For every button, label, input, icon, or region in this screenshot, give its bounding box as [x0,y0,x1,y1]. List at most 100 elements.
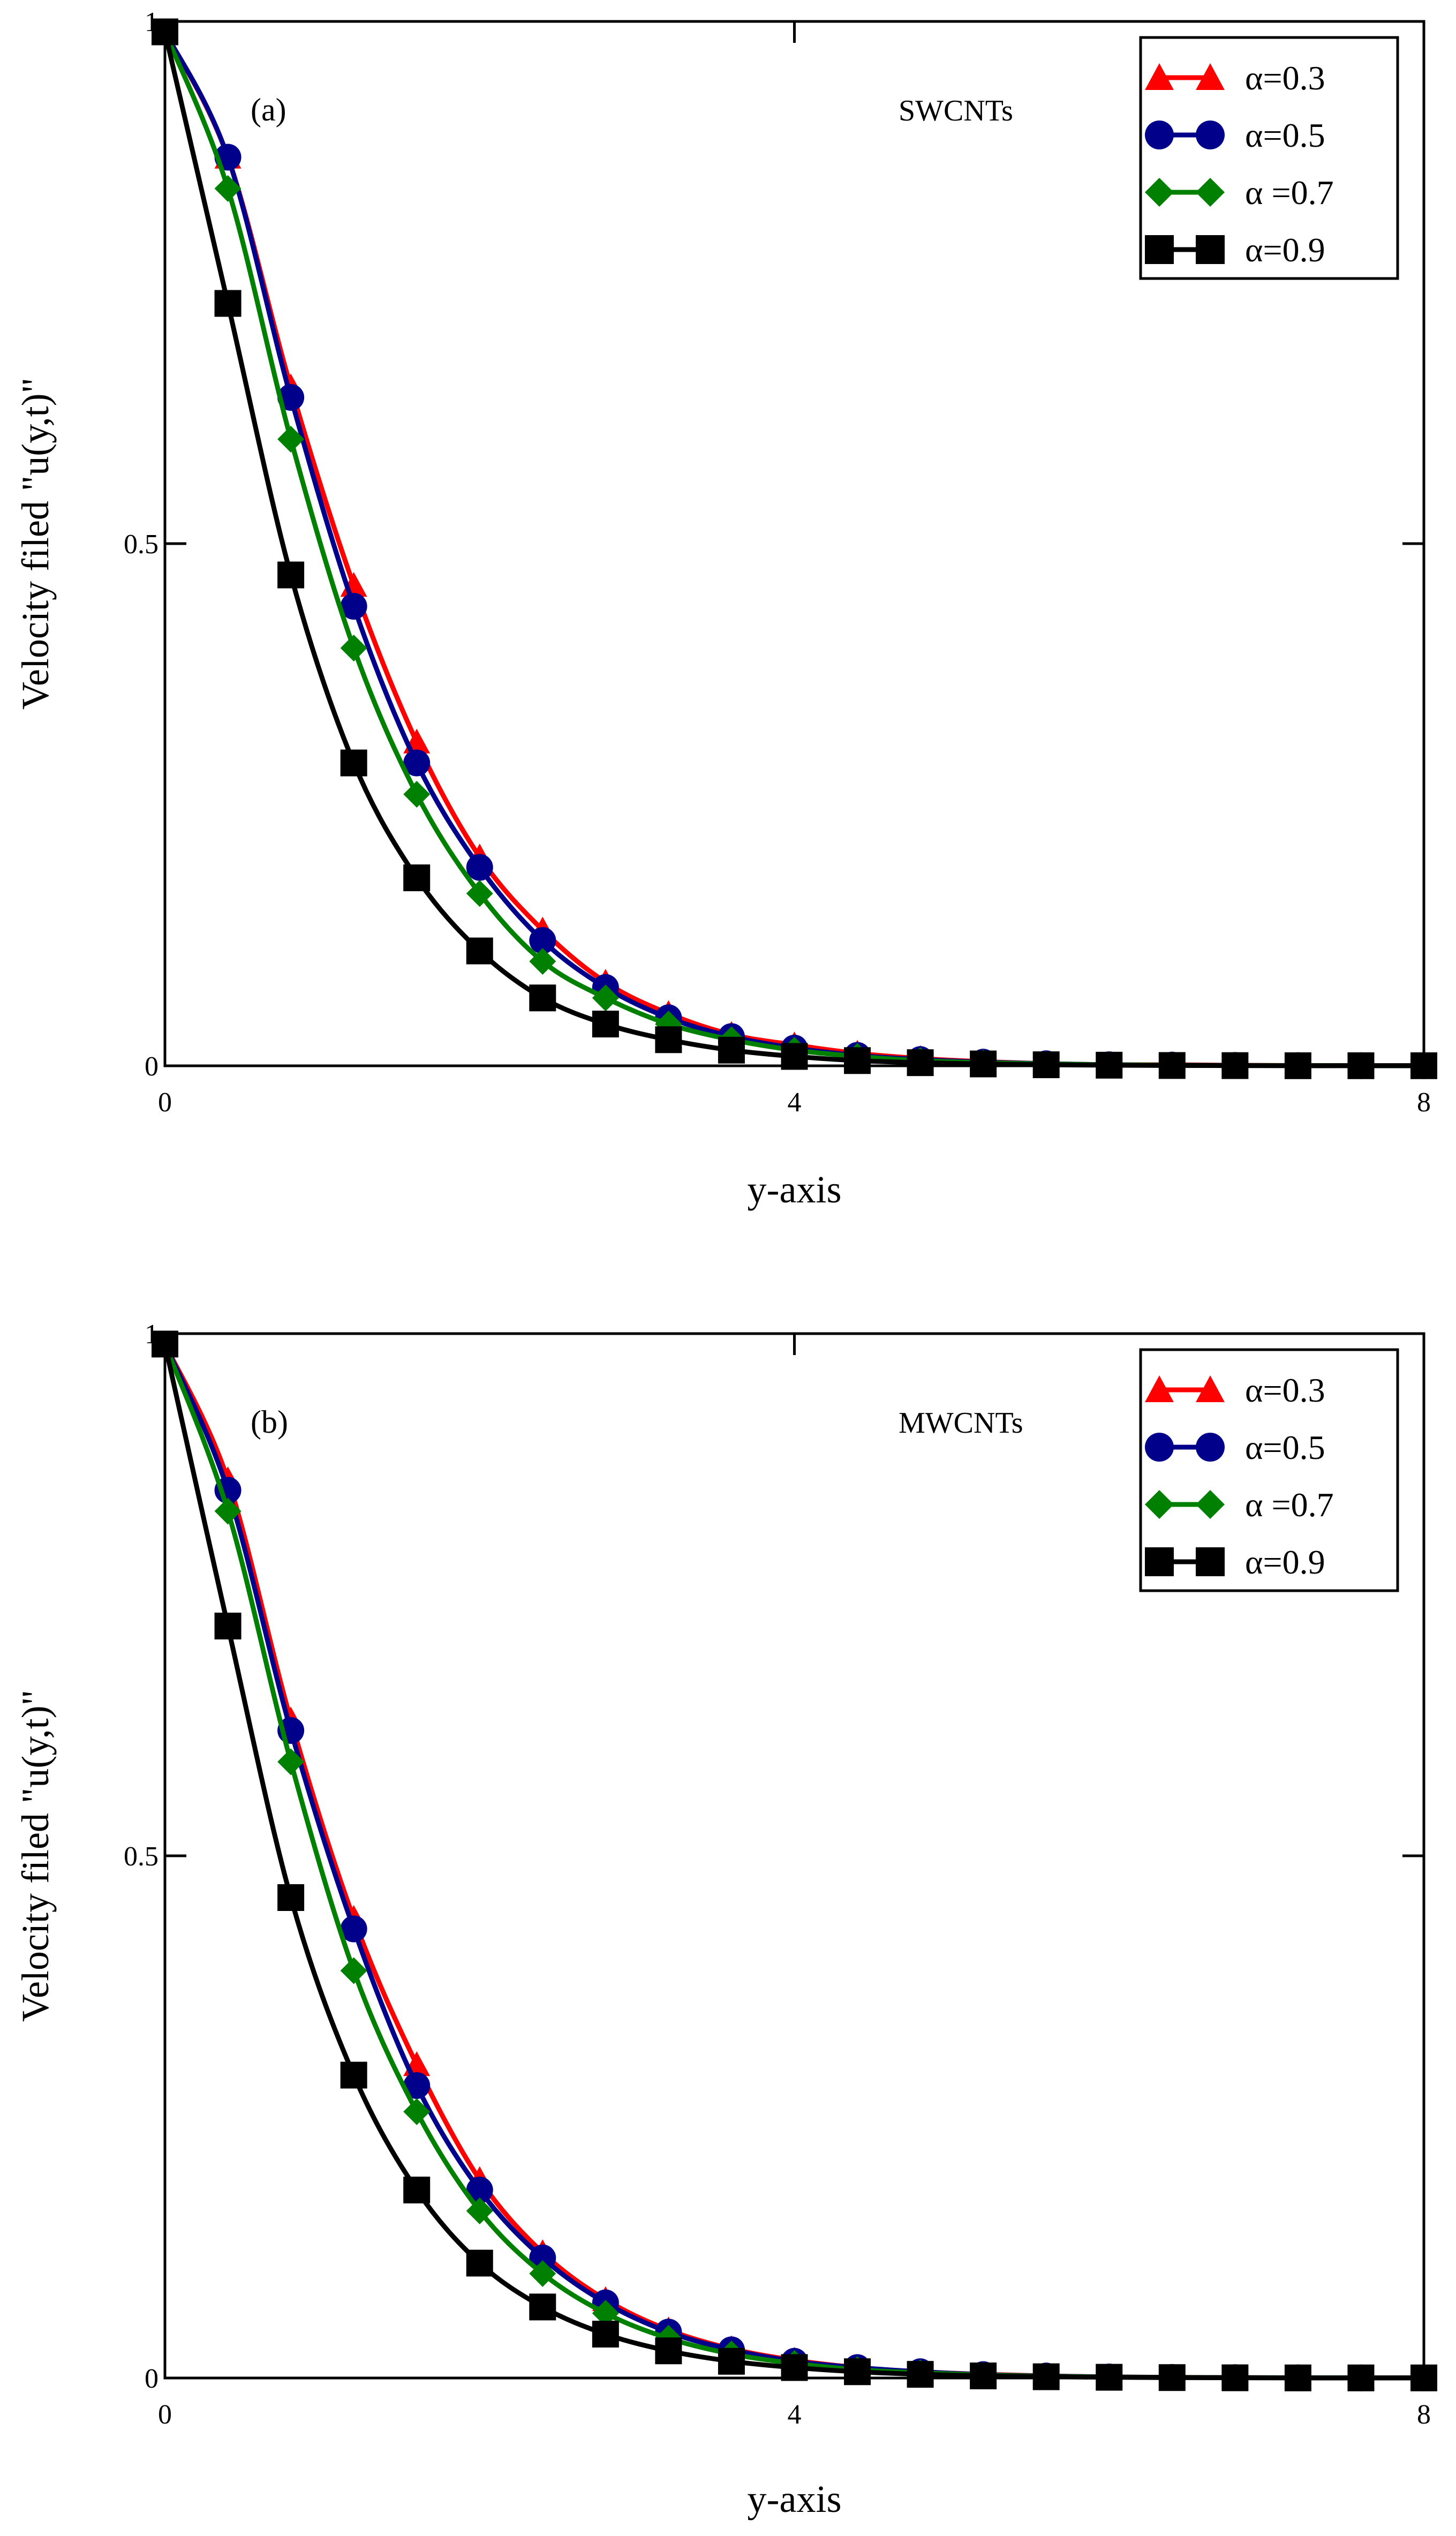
data-point [340,593,367,620]
data-point [340,2061,367,2089]
data-point [655,2337,682,2365]
data-point [1032,2363,1060,2390]
x-tick-label: 8 [1417,2399,1431,2430]
data-point [152,1330,178,1358]
data-point [1221,2364,1249,2391]
legend-marker-end [1196,235,1225,264]
data-point [403,2072,431,2099]
data-point [529,927,556,954]
panel-annotation: MWCNTs [899,1406,1023,1440]
data-point [277,1748,305,1775]
data-point [152,18,178,46]
y-axis-label: Velocity filed "u(y,t)" [14,378,57,710]
legend-item: α =0.7 [1145,1486,1334,1524]
data-point [466,854,493,881]
data-point [1096,1051,1123,1079]
data-point [277,1884,305,1911]
y-tick-label: 0.5 [124,529,159,560]
data-point [340,635,367,661]
data-point [1347,1052,1375,1079]
legend-marker-start [1145,235,1174,264]
data-point [403,2098,431,2125]
data-point [1284,1052,1311,1079]
data-point [466,2177,493,2203]
y-tick-label: 0 [145,2364,159,2394]
data-point [1221,1052,1249,1079]
data-point [1410,2364,1437,2391]
y-axis-label: Velocity filed "u(y,t)" [14,1690,57,2022]
legend-item: α=0.3 [1145,59,1325,97]
data-point [466,937,493,965]
series-square [152,18,1437,1079]
data-point [592,1011,619,1037]
legend-marker-start [1145,178,1174,207]
data-point [529,984,556,1012]
data-point [1410,1052,1437,1079]
data-point [214,1613,242,1639]
data-point [214,1497,242,1525]
legend-marker-start [1145,1490,1174,1519]
legend-marker-end [1196,121,1225,149]
data-point [907,1049,934,1077]
data-point [340,1915,367,1943]
panel-label: (b) [251,1404,288,1440]
y-tick-label: 0 [145,1051,159,1082]
data-point [277,561,305,589]
data-point [466,2249,493,2277]
data-point [1158,1052,1186,1079]
x-tick-label: 0 [158,1087,172,1118]
data-point [340,749,367,777]
data-point [403,864,431,891]
legend-label: α =0.7 [1245,1486,1334,1524]
data-point [907,2361,934,2388]
legend-item: α=0.3 [1145,1371,1325,1409]
legend-item: α=0.9 [1145,231,1325,269]
series-square [152,1330,1437,2391]
data-point [403,2177,431,2203]
legend-marker-end [1196,1433,1225,1462]
data-point [529,2244,556,2271]
data-point [970,2362,997,2390]
data-point [529,948,556,975]
legend-marker-end [1196,1490,1225,1519]
legend-marker-start [1145,63,1174,90]
legend-marker-start [1145,1375,1174,1402]
data-point [214,175,242,202]
legend-marker-start [1145,121,1174,149]
data-point [844,1047,871,1074]
data-point [1284,2364,1311,2391]
legend-label: α =0.7 [1245,174,1334,212]
data-point [970,1050,997,1078]
legend-item: α =0.7 [1145,174,1334,212]
data-point [529,2260,556,2287]
panel-annotation: SWCNTs [899,94,1013,127]
x-tick-label: 4 [788,1087,802,1118]
data-point [592,984,619,1012]
legend: α=0.3 α=0.5 α =0.7 α=0.9 [1139,36,1399,280]
legend-item: α=0.5 [1145,1428,1325,1466]
data-point [781,2354,808,2381]
data-point [844,2358,871,2386]
legend-marker-end [1196,1375,1225,1402]
data-point [781,1043,808,1070]
legend: α=0.3 α=0.5 α =0.7 α=0.9 [1139,1348,1399,1592]
data-point [1032,1051,1060,1079]
data-point [718,2347,745,2375]
legend-label: α=0.5 [1245,1428,1325,1466]
legend-label: α=0.9 [1245,1543,1325,1581]
data-point [466,880,493,907]
legend-marker-end [1196,1547,1225,1576]
data-point [655,1026,682,1053]
legend-label: α=0.5 [1245,116,1325,154]
data-point [214,290,242,317]
panel-label: (a) [251,92,286,127]
data-point [466,2198,493,2224]
x-tick-label: 0 [158,2399,172,2430]
legend-marker-end [1196,63,1225,90]
data-point [403,749,431,777]
data-point [277,426,305,453]
legend-item: α=0.9 [1145,1543,1325,1581]
